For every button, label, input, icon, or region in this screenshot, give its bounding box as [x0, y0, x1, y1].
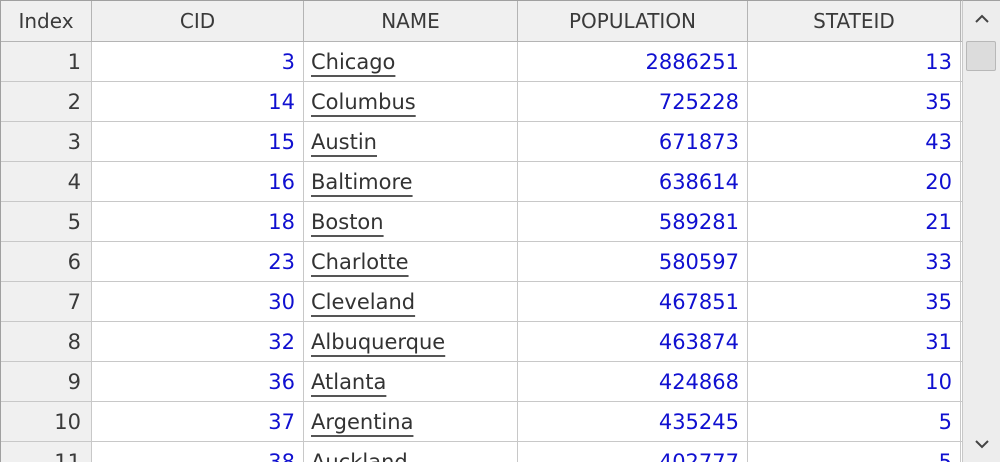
name-link[interactable]: Chicago	[311, 49, 396, 74]
name-link[interactable]: Charlotte	[311, 249, 409, 274]
table-row[interactable]: 9 36 Atlanta 424868 10	[1, 362, 962, 402]
stateid-cell[interactable]: 35	[748, 82, 961, 121]
chevron-up-icon[interactable]	[965, 3, 998, 35]
row-index-cell[interactable]: 10	[1, 402, 92, 441]
name-cell[interactable]: Cleveland	[304, 282, 518, 321]
data-table: Index CID NAME POPULATION STATEID 1 3 Chic…	[0, 0, 962, 462]
population-cell[interactable]: 424868	[518, 362, 748, 401]
row-index-cell[interactable]: 4	[1, 162, 92, 201]
cid-cell[interactable]: 37	[92, 402, 304, 441]
chevron-down-icon[interactable]	[965, 428, 998, 460]
name-cell[interactable]: Baltimore	[304, 162, 518, 201]
stateid-cell[interactable]: 43	[748, 122, 961, 161]
column-header-index[interactable]: Index	[1, 1, 92, 41]
table-body: 1 3 Chicago 2886251 13 2 14 Columbus 725228 35 3 15…	[1, 42, 962, 462]
name-link[interactable]: Argentina	[311, 409, 414, 434]
cid-cell[interactable]: 15	[92, 122, 304, 161]
name-link[interactable]: Auckland	[311, 449, 408, 462]
row-index-cell[interactable]: 2	[1, 82, 92, 121]
cid-cell[interactable]: 23	[92, 242, 304, 281]
table-header-row: Index CID NAME POPULATION STATEID	[1, 1, 962, 42]
name-link[interactable]: Boston	[311, 209, 384, 234]
name-cell[interactable]: Austin	[304, 122, 518, 161]
population-cell[interactable]: 2886251	[518, 42, 748, 81]
row-index-cell[interactable]: 6	[1, 242, 92, 281]
name-cell[interactable]: Atlanta	[304, 362, 518, 401]
cid-cell[interactable]: 3	[92, 42, 304, 81]
population-cell[interactable]: 725228	[518, 82, 748, 121]
stateid-cell[interactable]: 35	[748, 282, 961, 321]
table-row[interactable]: 4 16 Baltimore 638614 20	[1, 162, 962, 202]
row-index-cell[interactable]: 5	[1, 202, 92, 241]
column-header-stateid[interactable]: STATEID	[748, 1, 961, 41]
row-index-cell[interactable]: 7	[1, 282, 92, 321]
table-row[interactable]: 6 23 Charlotte 580597 33	[1, 242, 962, 282]
table-row[interactable]: 7 30 Cleveland 467851 35	[1, 282, 962, 322]
population-cell[interactable]: 402777	[518, 442, 748, 462]
name-link[interactable]: Austin	[311, 129, 377, 154]
stateid-cell[interactable]: 21	[748, 202, 961, 241]
stateid-cell[interactable]: 5	[748, 402, 961, 441]
table-row[interactable]: 10 37 Argentina 435245 5	[1, 402, 962, 442]
name-link[interactable]: Albuquerque	[311, 329, 446, 354]
row-index-cell[interactable]: 8	[1, 322, 92, 361]
cid-cell[interactable]: 16	[92, 162, 304, 201]
stateid-cell[interactable]: 33	[748, 242, 961, 281]
name-cell[interactable]: Charlotte	[304, 242, 518, 281]
table-row[interactable]: 2 14 Columbus 725228 35	[1, 82, 962, 122]
name-cell[interactable]: Argentina	[304, 402, 518, 441]
stateid-cell[interactable]: 31	[748, 322, 961, 361]
cid-cell[interactable]: 14	[92, 82, 304, 121]
name-cell[interactable]: Albuquerque	[304, 322, 518, 361]
name-cell[interactable]: Chicago	[304, 42, 518, 81]
cid-cell[interactable]: 36	[92, 362, 304, 401]
name-link[interactable]: Baltimore	[311, 169, 413, 194]
population-cell[interactable]: 580597	[518, 242, 748, 281]
stateid-cell[interactable]: 20	[748, 162, 961, 201]
table-row[interactable]: 8 32 Albuquerque 463874 31	[1, 322, 962, 362]
row-index-cell[interactable]: 3	[1, 122, 92, 161]
population-cell[interactable]: 638614	[518, 162, 748, 201]
vertical-scrollbar[interactable]	[962, 0, 1000, 462]
cid-cell[interactable]: 32	[92, 322, 304, 361]
name-cell[interactable]: Columbus	[304, 82, 518, 121]
name-link[interactable]: Cleveland	[311, 289, 416, 314]
row-index-cell[interactable]: 1	[1, 42, 92, 81]
column-header-population[interactable]: POPULATION	[518, 1, 748, 41]
cid-cell[interactable]: 30	[92, 282, 304, 321]
stateid-cell[interactable]: 13	[748, 42, 961, 81]
population-cell[interactable]: 463874	[518, 322, 748, 361]
stateid-cell[interactable]: 10	[748, 362, 961, 401]
stateid-cell[interactable]: 5	[748, 442, 961, 462]
population-cell[interactable]: 467851	[518, 282, 748, 321]
table-row[interactable]: 11 38 Auckland 402777 5	[1, 442, 962, 462]
population-cell[interactable]: 671873	[518, 122, 748, 161]
name-cell[interactable]: Auckland	[304, 442, 518, 462]
table-row[interactable]: 3 15 Austin 671873 43	[1, 122, 962, 162]
name-link[interactable]: Columbus	[311, 89, 416, 114]
name-cell[interactable]: Boston	[304, 202, 518, 241]
row-index-cell[interactable]: 9	[1, 362, 92, 401]
population-cell[interactable]: 589281	[518, 202, 748, 241]
table-row[interactable]: 1 3 Chicago 2886251 13	[1, 42, 962, 82]
cid-cell[interactable]: 38	[92, 442, 304, 462]
column-header-cid[interactable]: CID	[92, 1, 304, 41]
table-row[interactable]: 5 18 Boston 589281 21	[1, 202, 962, 242]
row-index-cell[interactable]: 11	[1, 442, 92, 462]
population-cell[interactable]: 435245	[518, 402, 748, 441]
cid-cell[interactable]: 18	[92, 202, 304, 241]
scrollbar-thumb[interactable]	[966, 41, 996, 71]
name-link[interactable]: Atlanta	[311, 369, 387, 394]
column-header-name[interactable]: NAME	[304, 1, 518, 41]
